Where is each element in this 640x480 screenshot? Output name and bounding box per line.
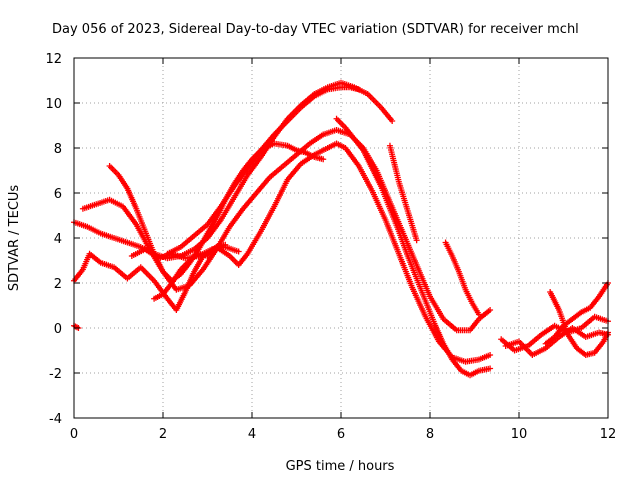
series-arc-5 bbox=[71, 140, 494, 365]
series-trail bbox=[81, 127, 492, 334]
series-trail bbox=[72, 141, 492, 365]
series-arc-7 bbox=[128, 244, 242, 262]
series-trail bbox=[72, 323, 80, 331]
series-arc-4 bbox=[106, 140, 327, 284]
series-trail bbox=[387, 144, 420, 242]
y-tick-label: 2 bbox=[54, 277, 62, 292]
series-trail bbox=[108, 140, 325, 283]
x-tick-label: 10 bbox=[511, 427, 528, 442]
series-trail bbox=[72, 80, 394, 261]
series-trail bbox=[335, 117, 492, 378]
series-trail bbox=[504, 326, 610, 358]
series-layer bbox=[71, 79, 611, 379]
y-tick-label: 6 bbox=[54, 187, 62, 202]
series-arc-top bbox=[71, 79, 396, 262]
y-tick-label: 4 bbox=[54, 232, 62, 247]
y-tick-label: 8 bbox=[54, 142, 62, 157]
series-trail bbox=[152, 242, 227, 301]
series-arc-3 bbox=[79, 127, 494, 334]
series-arc-9 bbox=[386, 142, 420, 244]
tick-layer: 0 2 4 6 8 10 12 -4 -2 0 2 4 6 8 10 12 bbox=[45, 52, 616, 442]
series-arc-14 bbox=[547, 289, 611, 358]
y-tick-label: 12 bbox=[45, 52, 62, 67]
series-arc-8 bbox=[151, 241, 229, 302]
x-tick-label: 2 bbox=[159, 427, 167, 442]
series-arc-10 bbox=[442, 239, 482, 318]
grid-layer bbox=[74, 58, 608, 418]
x-tick-label: 8 bbox=[426, 427, 434, 442]
x-tick-label: 6 bbox=[337, 427, 345, 442]
x-tick-label: 0 bbox=[70, 427, 78, 442]
series-trail bbox=[548, 290, 611, 358]
y-tick-label: -2 bbox=[49, 367, 62, 382]
chart-title: Day 056 of 2023, Sidereal Day-to-day VTE… bbox=[52, 22, 579, 37]
series-arc-6 bbox=[333, 115, 494, 379]
y-tick-label: 10 bbox=[45, 97, 62, 112]
x-tick-label: 4 bbox=[248, 427, 256, 442]
series-trail bbox=[443, 241, 481, 316]
x-axis-label: GPS time / hours bbox=[286, 459, 395, 474]
y-tick-label: 0 bbox=[54, 322, 62, 337]
y-tick-label: -4 bbox=[49, 412, 62, 427]
series-arc-13 bbox=[502, 325, 611, 358]
series-arc-15 bbox=[542, 280, 611, 347]
x-tick-label: 12 bbox=[600, 427, 617, 442]
series-arc-11 bbox=[71, 322, 82, 331]
series-trail bbox=[544, 281, 610, 346]
y-axis-label: SDTVAR / TECUs bbox=[7, 185, 22, 292]
